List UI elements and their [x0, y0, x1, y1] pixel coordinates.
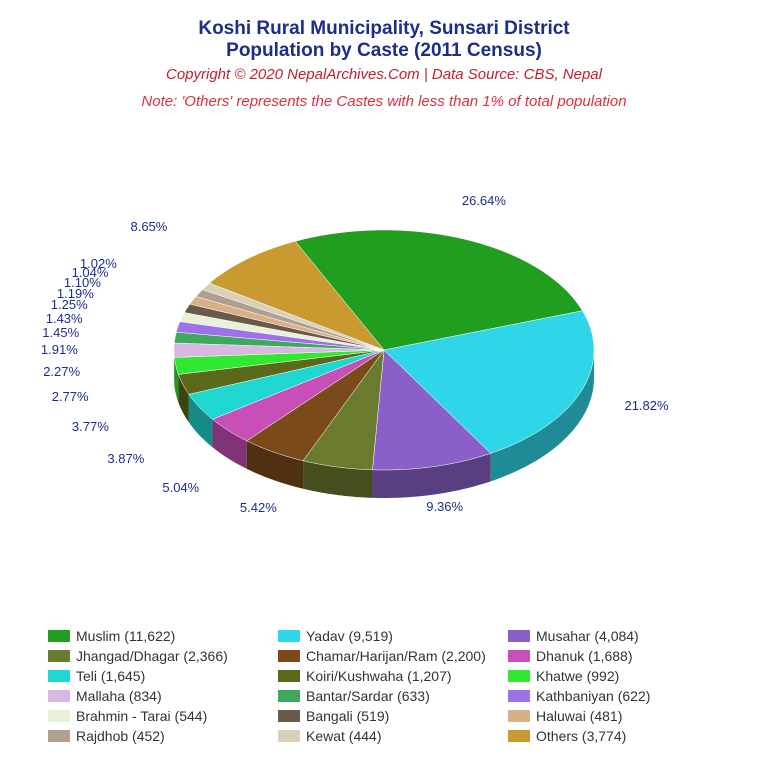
legend-swatch [48, 730, 70, 742]
legend-item: Kathbaniyan (622) [508, 688, 720, 704]
legend-label: Mallaha (834) [76, 688, 162, 704]
pct-label: 1.02% [80, 256, 117, 271]
legend-label: Jhangad/Dhagar (2,366) [76, 648, 228, 664]
legend-swatch [508, 670, 530, 682]
legend-item: Dhanuk (1,688) [508, 648, 720, 664]
pct-label: 5.42% [240, 500, 277, 515]
legend-swatch [278, 730, 300, 742]
legend-label: Musahar (4,084) [536, 628, 639, 644]
legend-label: Bantar/Sardar (633) [306, 688, 430, 704]
legend-swatch [48, 690, 70, 702]
legend-swatch [278, 630, 300, 642]
legend-swatch [508, 650, 530, 662]
pct-label: 3.87% [107, 451, 144, 466]
legend-label: Koiri/Kushwaha (1,207) [306, 668, 452, 684]
pct-label: 3.77% [72, 419, 109, 434]
legend-label: Rajdhob (452) [76, 728, 165, 744]
legend-item: Muslim (11,622) [48, 628, 260, 644]
pct-label: 8.65% [130, 219, 167, 234]
legend-item: Chamar/Harijan/Ram (2,200) [278, 648, 490, 664]
copyright-line: Copyright © 2020 NepalArchives.Com | Dat… [0, 66, 768, 83]
legend-swatch [508, 710, 530, 722]
legend-label: Brahmin - Tarai (544) [76, 708, 207, 724]
legend-label: Khatwe (992) [536, 668, 619, 684]
legend-item: Jhangad/Dhagar (2,366) [48, 648, 260, 664]
title-line-2: Population by Caste (2011 Census) [0, 40, 768, 62]
pct-label: 21.82% [624, 398, 668, 413]
legend-swatch [508, 730, 530, 742]
pie-svg [0, 160, 768, 560]
legend-item: Bangali (519) [278, 708, 490, 724]
legend-swatch [278, 690, 300, 702]
legend-label: Kewat (444) [306, 728, 381, 744]
legend-swatch [48, 650, 70, 662]
pct-label: 9.36% [426, 499, 463, 514]
legend-label: Haluwai (481) [536, 708, 622, 724]
legend-swatch [508, 690, 530, 702]
legend-swatch [278, 670, 300, 682]
chart-header: Koshi Rural Municipality, Sunsari Distri… [0, 0, 768, 110]
legend: Muslim (11,622) Yadav (9,519) Musahar (4,0… [48, 628, 720, 744]
legend-item: Kewat (444) [278, 728, 490, 744]
legend-label: Muslim (11,622) [76, 628, 175, 644]
legend-label: Yadav (9,519) [306, 628, 393, 644]
legend-label: Dhanuk (1,688) [536, 648, 633, 664]
pie-chart: 26.64% 21.82% 9.36% 5.42% 5.04% 3.87% 3.77% 2.7… [0, 160, 768, 560]
pct-label: 26.64% [462, 193, 506, 208]
legend-label: Teli (1,645) [76, 668, 145, 684]
legend-item: Others (3,774) [508, 728, 720, 744]
legend-item: Koiri/Kushwaha (1,207) [278, 668, 490, 684]
title-line-1: Koshi Rural Municipality, Sunsari Distri… [0, 18, 768, 40]
legend-item: Khatwe (992) [508, 668, 720, 684]
pct-label: 1.43% [46, 311, 83, 326]
legend-item: Bantar/Sardar (633) [278, 688, 490, 704]
pct-label: 1.45% [42, 325, 79, 340]
legend-label: Others (3,774) [536, 728, 626, 744]
legend-item: Rajdhob (452) [48, 728, 260, 744]
legend-swatch [48, 710, 70, 722]
legend-label: Kathbaniyan (622) [536, 688, 650, 704]
legend-item: Teli (1,645) [48, 668, 260, 684]
legend-item: Yadav (9,519) [278, 628, 490, 644]
legend-item: Brahmin - Tarai (544) [48, 708, 260, 724]
legend-swatch [48, 670, 70, 682]
pct-label: 5.04% [162, 480, 199, 495]
pct-label: 2.27% [43, 364, 80, 379]
pct-label: 2.77% [52, 389, 89, 404]
legend-label: Bangali (519) [306, 708, 389, 724]
note-line: Note: 'Others' represents the Castes wit… [0, 93, 768, 110]
legend-item: Mallaha (834) [48, 688, 260, 704]
pct-label: 1.91% [41, 342, 78, 357]
legend-label: Chamar/Harijan/Ram (2,200) [306, 648, 486, 664]
legend-item: Haluwai (481) [508, 708, 720, 724]
legend-swatch [278, 710, 300, 722]
legend-swatch [508, 630, 530, 642]
legend-swatch [48, 630, 70, 642]
legend-swatch [278, 650, 300, 662]
legend-item: Musahar (4,084) [508, 628, 720, 644]
